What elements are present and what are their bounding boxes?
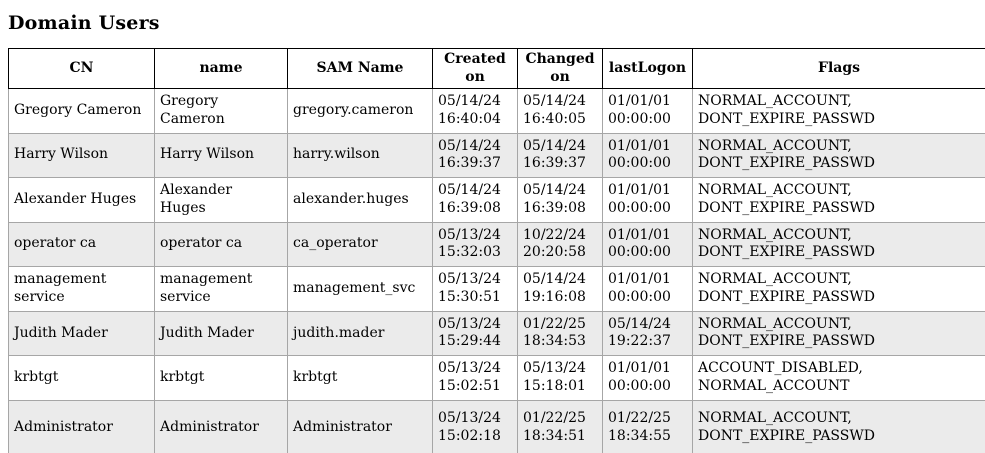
cell-last_logon: 01/01/01 00:00:00 [602, 266, 693, 312]
cell-flags: NORMAL_ACCOUNT, DONT_EXPIRE_PASSWD [692, 132, 985, 179]
cell-changed_on: 01/22/25 18:34:53 [517, 310, 603, 357]
column-header-last_logon: lastLogon [602, 48, 693, 89]
cell-flags: NORMAL_ACCOUNT, DONT_EXPIRE_PASSWD [692, 399, 985, 453]
cell-created_on: 05/13/24 15:02:51 [432, 355, 518, 401]
cell-changed_on: 05/13/24 15:18:01 [517, 355, 603, 401]
table-row: Judith Mader Judith Mader judith.mader 05/1… [8, 310, 985, 357]
table-header-row: CN name SAM Name Created on Changed on lastLo… [8, 48, 985, 89]
cell-changed_on: 05/14/24 16:40:05 [517, 88, 603, 134]
column-header-cn: CN [8, 48, 155, 89]
table-row: Gregory Cameron Gregory Cameron gregory.ca… [8, 88, 985, 134]
cell-flags: NORMAL_ACCOUNT, DONT_EXPIRE_PASSWD [692, 88, 985, 134]
column-header-flags: Flags [692, 48, 985, 89]
cell-changed_on: 05/14/24 19:16:08 [517, 266, 603, 312]
cell-sam_name: judith.mader [287, 310, 433, 357]
table-body: Gregory Cameron Gregory Cameron gregory.ca… [8, 88, 985, 453]
cell-cn: Judith Mader [8, 310, 155, 357]
table-header: CN name SAM Name Created on Changed on lastLo… [8, 48, 985, 89]
cell-flags: NORMAL_ACCOUNT, DONT_EXPIRE_PASSWD [692, 310, 985, 357]
cell-changed_on: 01/22/25 18:34:51 [517, 399, 603, 453]
cell-name: management service [154, 266, 288, 312]
cell-flags: NORMAL_ACCOUNT, DONT_EXPIRE_PASSWD [692, 266, 985, 312]
cell-name: krbtgt [154, 355, 288, 401]
cell-cn: Alexander Huges [8, 177, 155, 223]
cell-sam_name: management_svc [287, 266, 433, 312]
cell-sam_name: ca_operator [287, 221, 433, 268]
cell-last_logon: 05/14/24 19:22:37 [602, 310, 693, 357]
column-header-name: name [154, 48, 288, 89]
table-row: Administrator Administrator Administrator 0… [8, 399, 985, 453]
table-row: Alexander Huges Alexander Huges alexander.… [8, 177, 985, 223]
cell-changed_on: 10/22/24 20:20:58 [517, 221, 603, 268]
cell-sam_name: krbtgt [287, 355, 433, 401]
domain-users-table: CN name SAM Name Created on Changed on lastLo… [8, 48, 985, 453]
cell-name: operator ca [154, 221, 288, 268]
cell-name: Harry Wilson [154, 132, 288, 179]
cell-sam_name: Administrator [287, 399, 433, 453]
cell-last_logon: 01/22/25 18:34:55 [602, 399, 693, 453]
cell-last_logon: 01/01/01 00:00:00 [602, 177, 693, 223]
cell-last_logon: 01/01/01 00:00:00 [602, 221, 693, 268]
cell-changed_on: 05/14/24 16:39:08 [517, 177, 603, 223]
cell-sam_name: harry.wilson [287, 132, 433, 179]
column-header-created_on: Created on [432, 48, 518, 89]
cell-cn: Harry Wilson [8, 132, 155, 179]
table-row: krbtgt krbtgt krbtgt 05/13/24 15:02:51 05/13… [8, 355, 985, 401]
cell-created_on: 05/14/24 16:39:37 [432, 132, 518, 179]
cell-flags: ACCOUNT_DISABLED, NORMAL_ACCOUNT [692, 355, 985, 401]
cell-cn: Administrator [8, 399, 155, 453]
table-row: Harry Wilson Harry Wilson harry.wilson 05/1… [8, 132, 985, 179]
cell-last_logon: 01/01/01 00:00:00 [602, 355, 693, 401]
cell-created_on: 05/14/24 16:39:08 [432, 177, 518, 223]
cell-cn: Gregory Cameron [8, 88, 155, 134]
cell-sam_name: alexander.huges [287, 177, 433, 223]
cell-created_on: 05/13/24 15:29:44 [432, 310, 518, 357]
cell-sam_name: gregory.cameron [287, 88, 433, 134]
cell-flags: NORMAL_ACCOUNT, DONT_EXPIRE_PASSWD [692, 177, 985, 223]
cell-cn: krbtgt [8, 355, 155, 401]
cell-changed_on: 05/14/24 16:39:37 [517, 132, 603, 179]
cell-name: Alexander Huges [154, 177, 288, 223]
cell-created_on: 05/14/24 16:40:04 [432, 88, 518, 134]
cell-last_logon: 01/01/01 00:00:00 [602, 88, 693, 134]
table-row: operator ca operator ca ca_operator 05/13/2… [8, 221, 985, 268]
cell-name: Administrator [154, 399, 288, 453]
cell-cn: management service [8, 266, 155, 312]
cell-last_logon: 01/01/01 00:00:00 [602, 132, 693, 179]
cell-name: Judith Mader [154, 310, 288, 357]
cell-name: Gregory Cameron [154, 88, 288, 134]
column-header-changed_on: Changed on [517, 48, 603, 89]
cell-flags: NORMAL_ACCOUNT, DONT_EXPIRE_PASSWD [692, 221, 985, 268]
table-row: management service management service mana… [8, 266, 985, 312]
cell-cn: operator ca [8, 221, 155, 268]
column-header-sam_name: SAM Name [287, 48, 433, 89]
cell-created_on: 05/13/24 15:02:18 [432, 399, 518, 453]
page-title: Domain Users [8, 12, 160, 34]
cell-created_on: 05/13/24 15:32:03 [432, 221, 518, 268]
cell-created_on: 05/13/24 15:30:51 [432, 266, 518, 312]
